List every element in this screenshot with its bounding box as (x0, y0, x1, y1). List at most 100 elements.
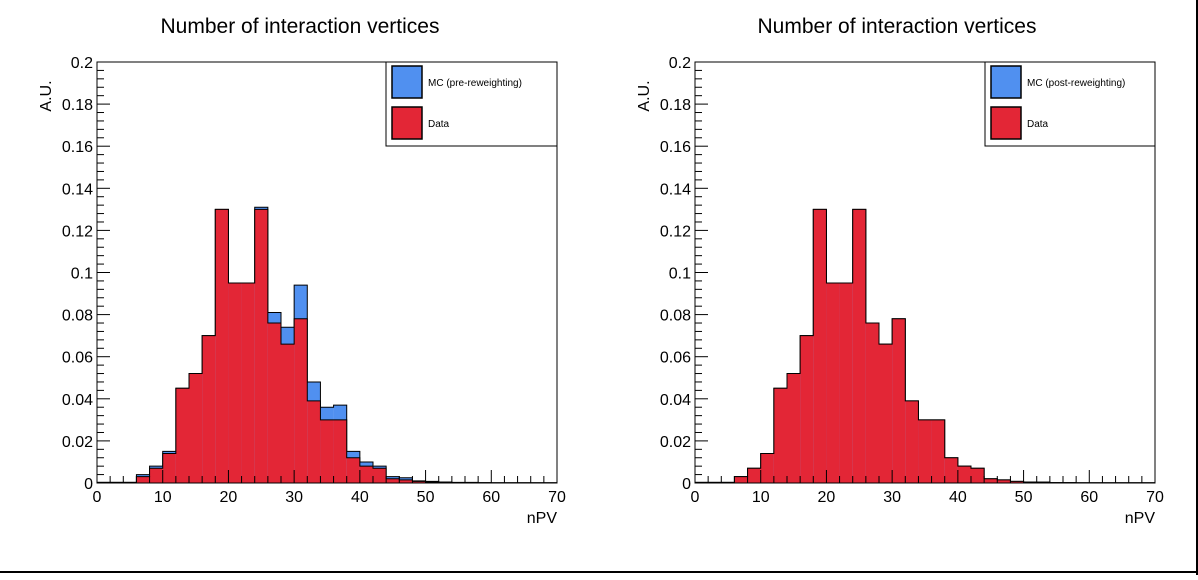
histogram-bin (853, 209, 866, 483)
legend-label: Data (1027, 119, 1049, 130)
y-tick-label: 0.14 (62, 181, 93, 198)
x-tick-label: 70 (548, 489, 566, 506)
x-tick-label: 10 (154, 489, 172, 506)
x-tick-label: 20 (818, 489, 836, 506)
histogram-bin (905, 401, 918, 483)
histogram-bin (320, 420, 333, 483)
histogram-bin (879, 344, 892, 483)
histogram-bin (189, 374, 202, 483)
histogram-bin (813, 209, 826, 483)
y-tick-label: 0.2 (71, 55, 93, 72)
x-tick-label: 50 (1015, 489, 1033, 506)
x-tick-label: 60 (482, 489, 500, 506)
histogram-bin (761, 454, 774, 483)
x-tick-label: 0 (93, 489, 102, 506)
histogram-bin (787, 374, 800, 483)
histogram-bin (800, 336, 813, 483)
right-chart-panel: Number of interaction vertices 0 10 20 30 40… (636, 15, 1164, 527)
frame-border-bottom (0, 571, 1198, 573)
y-tick-label: 0.08 (62, 308, 93, 325)
histogram-bin (971, 468, 984, 483)
histogram-bin (242, 283, 255, 483)
histogram-bin (866, 323, 879, 483)
y-tick-label: 0.04 (660, 392, 691, 409)
x-tick-label: 40 (351, 489, 369, 506)
legend-label: Data (428, 119, 450, 130)
histogram-bin (734, 477, 747, 483)
histogram-bin (294, 319, 307, 483)
y-tick-label: 0.1 (71, 266, 93, 283)
histogram-bars (97, 207, 557, 483)
y-tick-label: 0.1 (669, 266, 691, 283)
chart-title: Number of interaction vertices (161, 15, 440, 38)
histogram-bin (826, 283, 839, 483)
y-tick-label: 0.16 (660, 139, 691, 156)
x-tick-label: 30 (883, 489, 901, 506)
legend-swatch (991, 107, 1021, 139)
histogram-bin (163, 454, 176, 483)
legend-swatch (392, 66, 422, 98)
series-data (695, 209, 1155, 483)
y-axis-label: A.U. (636, 80, 653, 111)
y-tick-label: 0.02 (660, 434, 691, 451)
histogram-bin (202, 336, 215, 483)
histogram-bin (360, 466, 373, 483)
y-tick-label: 0.12 (62, 223, 93, 240)
chart-title: Number of interaction vertices (758, 15, 1037, 38)
histogram-bin (150, 468, 163, 483)
x-tick-label: 30 (285, 489, 303, 506)
histogram-bin (748, 468, 761, 483)
y-tick-label: 0.16 (62, 139, 93, 156)
legend: MC (pre-reweighting) Data (386, 62, 557, 146)
y-tick-label: 0.02 (62, 434, 93, 451)
x-tick-label: 50 (417, 489, 435, 506)
legend-swatch (392, 107, 422, 139)
x-tick-label: 20 (220, 489, 238, 506)
x-tick-label: 0 (691, 489, 700, 506)
x-tick-label: 60 (1080, 489, 1098, 506)
y-tick-label: 0 (682, 476, 691, 493)
x-tick-label: 70 (1146, 489, 1164, 506)
x-axis-label: nPV (1125, 510, 1156, 527)
histogram-bin (958, 466, 971, 483)
legend-label: MC (post-reweighting) (1027, 78, 1125, 89)
histogram-bin (334, 420, 347, 483)
histogram-bin (268, 323, 281, 483)
y-tick-label: 0.06 (62, 350, 93, 367)
y-tick-label: 0.18 (62, 97, 93, 114)
y-axis-label: A.U. (38, 80, 55, 111)
histogram-bin (918, 420, 931, 483)
y-tick-label: 0.14 (660, 181, 691, 198)
x-tick-label: 10 (752, 489, 770, 506)
x-tick-label: 40 (949, 489, 967, 506)
y-tick-label: 0.12 (660, 223, 691, 240)
histogram-bin (984, 479, 997, 483)
y-tick-label: 0.18 (660, 97, 691, 114)
histogram-bin (932, 420, 945, 483)
left-chart-panel: Number of interaction vertices 0 10 20 30 40… (38, 15, 566, 527)
histogram-bin (176, 388, 189, 483)
legend-swatch (991, 66, 1021, 98)
y-tick-label: 0.06 (660, 350, 691, 367)
legend: MC (post-reweighting) Data (985, 62, 1155, 146)
histogram-bin (892, 319, 905, 483)
histogram-bin (386, 479, 399, 483)
histogram-bin (228, 283, 241, 483)
y-tick-label: 0.2 (669, 55, 691, 72)
histogram-bin (215, 209, 228, 483)
histogram-bin (774, 388, 787, 483)
x-axis-label: nPV (527, 510, 558, 527)
histogram-bin (307, 401, 320, 483)
y-tick-label: 0.08 (660, 308, 691, 325)
histogram-bin (945, 458, 958, 483)
histogram-bin (840, 283, 853, 483)
legend-label: MC (pre-reweighting) (428, 78, 522, 89)
histogram-bin (281, 344, 294, 483)
series-data (97, 209, 557, 483)
histogram-bin (373, 468, 386, 483)
histogram-bin (136, 477, 149, 483)
histogram-bars (695, 209, 1155, 483)
histogram-bin (347, 458, 360, 483)
